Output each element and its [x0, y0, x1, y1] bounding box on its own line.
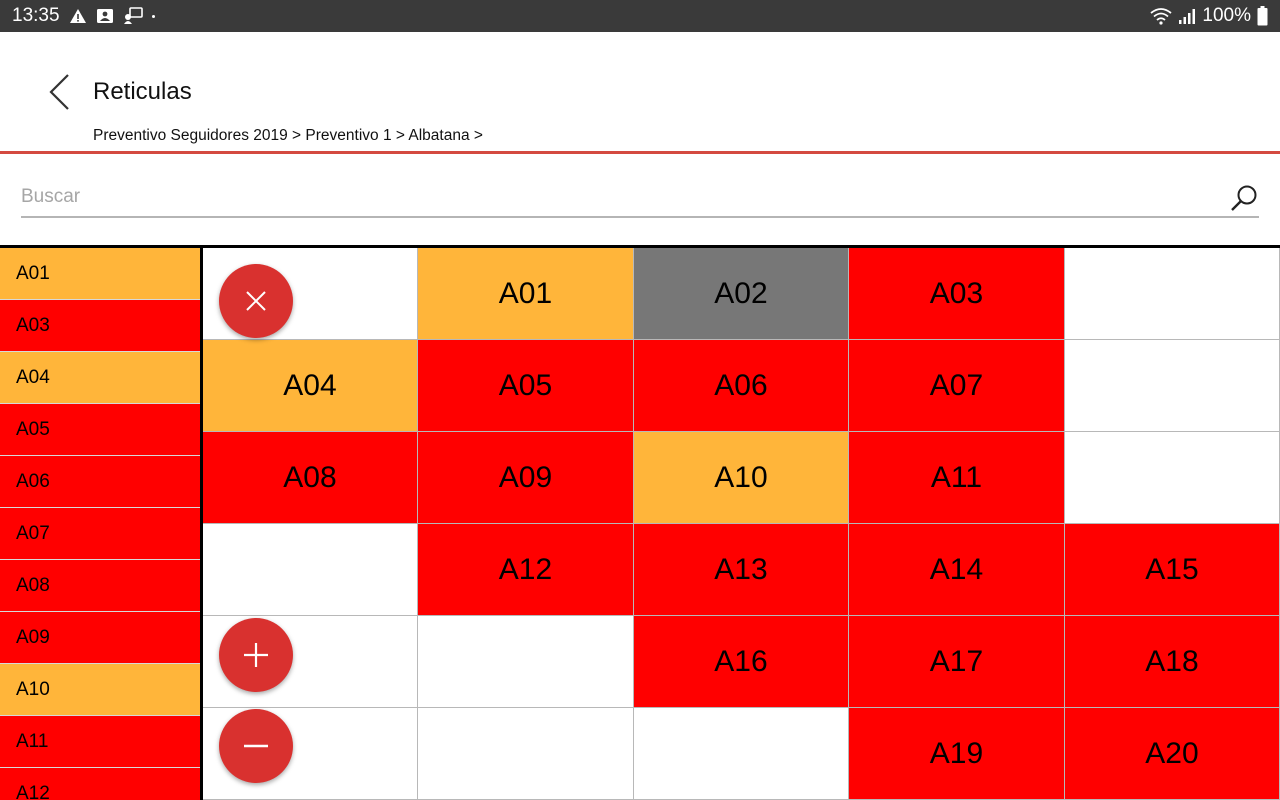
grid-cell-a10[interactable]: A10: [634, 432, 849, 524]
list-item-a09[interactable]: A09: [0, 612, 200, 664]
grid-cell-a01[interactable]: A01: [418, 248, 634, 340]
grid-cell-a07[interactable]: A07: [849, 340, 1065, 432]
cast-notification-icon: [123, 7, 143, 24]
grid-cell-a13[interactable]: A13: [634, 524, 849, 616]
grid-cell-a05[interactable]: A05: [418, 340, 634, 432]
image-notification-icon: [96, 9, 113, 23]
grid-cell-a03[interactable]: A03: [849, 248, 1065, 340]
status-time: 13:35: [12, 5, 60, 26]
back-arrow-icon: [49, 74, 69, 110]
grid-cell-a19[interactable]: A19: [849, 708, 1065, 800]
list-item-a01[interactable]: A01: [0, 248, 200, 300]
search-icon: [1231, 185, 1257, 211]
search-bar: [21, 178, 1259, 218]
battery-percentage: 100%: [1202, 5, 1251, 26]
more-notifications-dot: [151, 14, 155, 18]
grid-cell-a20[interactable]: A20: [1065, 708, 1280, 800]
signal-icon: [1179, 9, 1196, 24]
close-icon: [246, 291, 266, 311]
grid-cell-empty[interactable]: [418, 616, 634, 708]
list-item-a11[interactable]: A11: [0, 716, 200, 768]
grid-cell-a11[interactable]: A11: [849, 432, 1065, 524]
grid-cell-empty[interactable]: [1065, 340, 1280, 432]
grid-cell-empty[interactable]: [418, 708, 634, 800]
search-button[interactable]: [1229, 184, 1259, 214]
reticula-list: A01 A03 A04 A05 A06 A07 A08 A09 A10 A11 A12: [0, 248, 200, 800]
grid-cell-empty[interactable]: [203, 524, 418, 616]
grid-cell-a17[interactable]: A17: [849, 616, 1065, 708]
list-item-a07[interactable]: A07: [0, 508, 200, 560]
grid-cell-a08[interactable]: A08: [203, 432, 418, 524]
back-button[interactable]: [40, 72, 80, 112]
list-item-a12[interactable]: A12: [0, 768, 200, 800]
warning-icon: [69, 9, 86, 23]
minus-icon: [244, 744, 268, 748]
list-item-a04[interactable]: A04: [0, 352, 200, 404]
grid-cell-a15[interactable]: A15: [1065, 524, 1280, 616]
page-title: Reticulas: [93, 78, 192, 105]
grid-cell-a02[interactable]: A02: [634, 248, 849, 340]
zoom-out-button[interactable]: [219, 709, 293, 783]
header-divider: [0, 151, 1280, 154]
grid-cell-a18[interactable]: A18: [1065, 616, 1280, 708]
plus-icon: [244, 643, 268, 667]
list-item-a06[interactable]: A06: [0, 456, 200, 508]
list-item-a05[interactable]: A05: [0, 404, 200, 456]
grid-cell-empty[interactable]: [634, 708, 849, 800]
grid-cell-a04[interactable]: A04: [203, 340, 418, 432]
breadcrumb: Preventivo Seguidores 2019 > Preventivo …: [93, 127, 483, 144]
reticula-grid: A01 A02 A03 A04 A05 A06 A07 A08 A09 A10 A11 A12 A13 A…: [203, 248, 1280, 800]
search-input[interactable]: [21, 178, 1211, 216]
wifi-icon: [1150, 8, 1172, 25]
list-grid-divider: [200, 248, 203, 800]
grid-cell-empty[interactable]: [1065, 248, 1280, 340]
grid-cell-a14[interactable]: A14: [849, 524, 1065, 616]
battery-icon: [1257, 6, 1268, 26]
list-item-a03[interactable]: A03: [0, 300, 200, 352]
list-item-a10[interactable]: A10: [0, 664, 200, 716]
grid-cell-empty[interactable]: [1065, 432, 1280, 524]
status-bar: 13:35 100%: [0, 0, 1280, 32]
zoom-in-button[interactable]: [219, 618, 293, 692]
grid-cell-a12[interactable]: A12: [418, 524, 634, 616]
content-divider: [0, 245, 1280, 248]
grid-cell-a16[interactable]: A16: [634, 616, 849, 708]
close-button[interactable]: [219, 264, 293, 338]
grid-cell-a06[interactable]: A06: [634, 340, 849, 432]
app-bar: Reticulas Preventivo Seguidores 2019 > P…: [0, 32, 1280, 152]
list-item-a08[interactable]: A08: [0, 560, 200, 612]
grid-cell-a09[interactable]: A09: [418, 432, 634, 524]
